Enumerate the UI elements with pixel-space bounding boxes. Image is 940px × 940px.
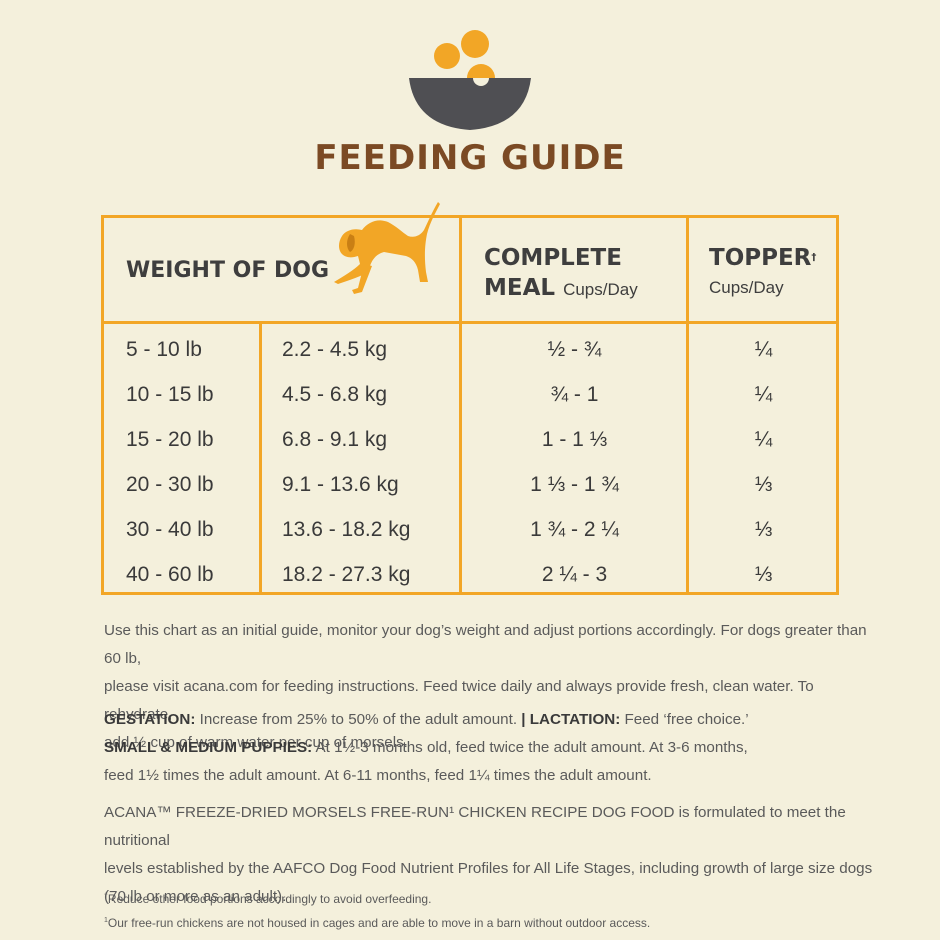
lactation-label: | LACTATION: [521,711,621,728]
gestation-label: GESTATION: [104,711,196,728]
footnote-mark: 1 [104,917,108,924]
cell-weight-kg: 4.5 - 6.8 kg [282,383,388,406]
column-divider [459,218,462,592]
ball-top [461,30,489,58]
header-complete-line2-wrap: MEAL Cups/Day [484,273,638,305]
topper-footnote-mark: † [811,252,817,263]
cell-weight-lb: 15 - 20 lb [126,428,214,451]
header-topper-label: TOPPER [709,245,812,271]
cell-weight-kg: 6.8 - 9.1 kg [282,428,388,451]
table-row: 5 - 10 lb 2.2 - 4.5 kg ½ - ¾ ¼ [104,338,836,383]
header-topper: TOPPER† Cups/Day [709,243,816,303]
table-row: 15 - 20 lb 6.8 - 9.1 kg 1 - 1 ⅓ ¼ [104,428,836,473]
instructions-line: Use this chart as an initial guide, moni… [104,622,867,667]
column-divider [686,218,689,592]
footnotes: †Reduce other food portions accordingly … [104,886,884,934]
food-bowl-icon [409,30,531,130]
cell-complete-meal: 1 - 1 ⅓ [541,428,608,451]
gestation-text: Increase from 25% to 50% of the adult am… [195,711,522,728]
feeding-table: WEIGHT OF DOG COMPLETE MEAL Cups/Day TOP… [101,202,839,595]
cell-topper: ⅓ [754,473,773,496]
cell-weight-lb: 10 - 15 lb [126,383,214,406]
cell-topper: ¼ [754,338,773,361]
footnote: †Reduce other food portions accordingly … [104,886,884,910]
puppies-text: At 1½-3 months old, feed twice the adult… [312,739,748,756]
footnote-text: Our free-run chickens are not housed in … [107,916,651,930]
header-complete-unit: Cups/Day [563,280,638,299]
header-complete-line1: COMPLETE [484,245,622,271]
header-topper-wrap: TOPPER† [709,243,816,273]
bowl [409,78,531,130]
aafco-line: ACANA™ FREEZE-DRIED MORSELS FREE-RUN¹ CH… [104,804,846,849]
puppies-line: SMALL & MEDIUM PUPPIES: At 1½-3 months o… [104,734,884,762]
bowl-notch [473,78,489,86]
aafco-line: (70 lb or more as an adult). [104,888,287,905]
table-row: 20 - 30 lb 9.1 - 13.6 kg 1 ⅓ - 1 ¾ ⅓ [104,473,836,518]
cell-weight-lb: 20 - 30 lb [126,473,214,496]
cell-complete-meal: ¾ - 1 [550,383,599,406]
cell-complete-meal: 2 ¼ - 3 [541,563,608,586]
aafco-line: levels established by the AAFCO Dog Food… [104,860,873,877]
cell-weight-kg: 13.6 - 18.2 kg [282,518,411,541]
header-topper-unit: Cups/Day [709,278,784,297]
cell-complete-meal: ½ - ¾ [547,338,602,361]
column-divider [259,322,262,592]
ball-in-bowl [467,64,495,78]
aafco-paragraph: ACANA™ FREEZE-DRIED MORSELS FREE-RUN¹ CH… [104,799,884,911]
cell-weight-kg: 18.2 - 27.3 kg [282,563,411,586]
cell-complete-meal: 1 ¾ - 2 ¼ [530,518,619,541]
cell-weight-kg: 9.1 - 13.6 kg [282,473,399,496]
header-complete-line2: MEAL [484,275,556,301]
cell-weight-lb: 30 - 40 lb [126,518,214,541]
header-complete-meal: COMPLETE MEAL Cups/Day [484,243,638,305]
gestation-line: GESTATION: Increase from 25% to 50% of t… [104,706,884,734]
header-weight: WEIGHT OF DOG [126,258,330,283]
table-row: 30 - 40 lb 13.6 - 18.2 kg 1 ¾ - 2 ¼ ⅓ [104,518,836,563]
ball-left [434,43,460,69]
footnote-mark: † [104,893,108,900]
instructions-line: please visit acana.com for feeding instr… [104,678,814,723]
header-divider [104,321,836,324]
footnote-text: Reduce other food portions accordingly t… [107,892,432,906]
instructions-line: add ½ cup of warm water per cup of morse… [104,734,408,751]
lactation-text: Feed ‘free choice.’ [620,711,749,728]
gestation-paragraph: GESTATION: Increase from 25% to 50% of t… [104,706,884,790]
cell-topper: ⅓ [754,518,773,541]
cell-weight-lb: 40 - 60 lb [126,563,214,586]
cell-topper: ¼ [754,428,773,451]
footnote: 1Our free-run chickens are not housed in… [104,910,884,934]
cell-topper: ⅓ [754,563,773,586]
puppies-label: SMALL & MEDIUM PUPPIES: [104,739,313,756]
puppies-line-2: feed 1½ times the adult amount. At 6-11 … [104,767,652,784]
cell-complete-meal: 1 ⅓ - 1 ¾ [530,473,619,496]
playing-dog-icon [334,202,440,294]
cell-topper: ¼ [754,383,773,406]
cell-weight-kg: 2.2 - 4.5 kg [282,338,388,361]
page-title: FEEDING GUIDE [314,138,626,178]
table-row: 40 - 60 lb 18.2 - 27.3 kg 2 ¼ - 3 ⅓ [104,563,836,608]
cell-weight-lb: 5 - 10 lb [126,338,202,361]
table-row: 10 - 15 lb 4.5 - 6.8 kg ¾ - 1 ¼ [104,383,836,428]
instructions-paragraph: Use this chart as an initial guide, moni… [104,617,884,757]
